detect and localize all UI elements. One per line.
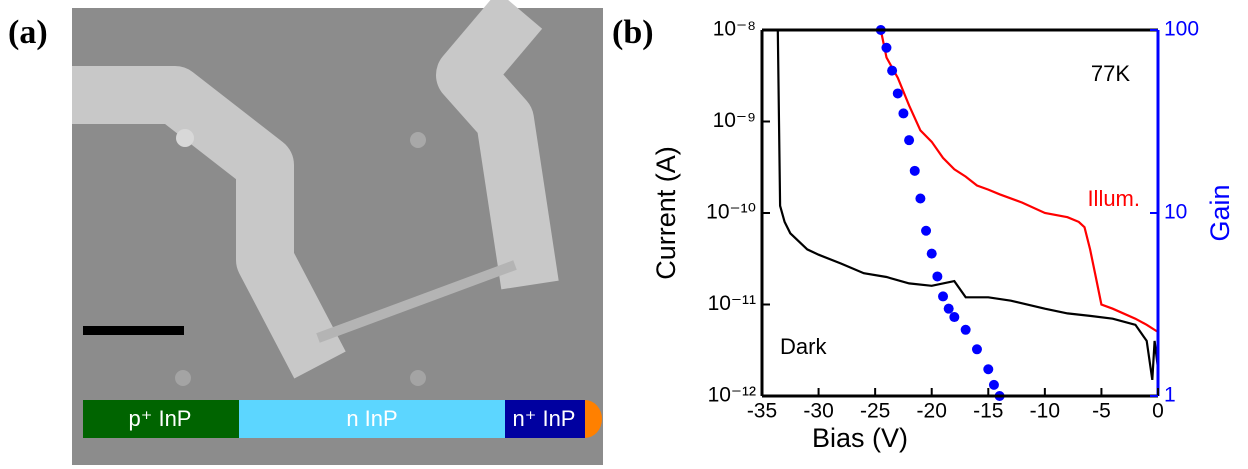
segment-label: n⁺ InP [513,406,576,431]
particle [410,370,426,386]
particle [410,132,426,148]
gain-point [972,344,982,354]
y-tick-label: 10⁻¹⁰ [706,201,756,224]
gain-point [961,325,971,335]
panel-label: (a) [8,14,48,51]
particle [176,129,194,147]
x-tick-label: -30 [803,400,833,423]
x-tick-label: -25 [860,400,890,423]
segment-label: p⁺ InP [129,406,192,431]
y2-tick-label: 1 [1164,384,1176,407]
y-tick-label: 10⁻⁸ [713,18,756,41]
sem-image: p⁺ InP n InP n⁺ InP [72,8,603,465]
gain-point [904,135,914,145]
y2-tick-label: 10 [1164,201,1187,224]
annotation: 77K [1091,61,1130,86]
segment-label: n InP [346,406,397,431]
y-axis-label: Current (A) [651,146,681,280]
gain-point [881,43,891,53]
gain-point [887,66,897,76]
x-tick-label: -5 [1092,400,1111,423]
y2-tick-label: 100 [1164,18,1199,41]
figure: p⁺ InP n InP n⁺ InP (a) (b) Bias (V) Cur… [0,0,1248,469]
gain-point [893,88,903,98]
gain-point [938,291,948,301]
x-tick-label: -15 [973,400,1003,423]
page: {"panel_a": {"label": "(a)", "segments":… [0,0,1248,469]
gain-point [921,226,931,236]
gain-point [949,312,959,322]
particle [175,370,191,386]
y-tick-label: 10⁻⁹ [713,109,756,132]
x-tick-label: 0 [1152,400,1164,423]
x-axis-label: Bias (V) [812,423,908,453]
gain-point [927,249,937,259]
y2-axis-label: Gain [1205,184,1235,241]
gain-point [944,304,954,314]
series-label: Illum. [1087,186,1140,211]
panel-label: (b) [612,14,654,51]
gain-point [898,108,908,118]
y-tick-label: 10⁻¹¹ [708,292,756,315]
gain-point [932,271,942,281]
gain-point [910,166,920,176]
scale-bar [83,326,184,335]
gain-point [915,194,925,204]
y-tick-label: 10⁻¹² [708,384,756,407]
x-tick-label: -10 [1030,400,1060,423]
gain-point [989,380,999,390]
series-label: Dark [780,334,827,359]
gain-point [983,364,993,374]
x-tick-label: -20 [917,400,947,423]
